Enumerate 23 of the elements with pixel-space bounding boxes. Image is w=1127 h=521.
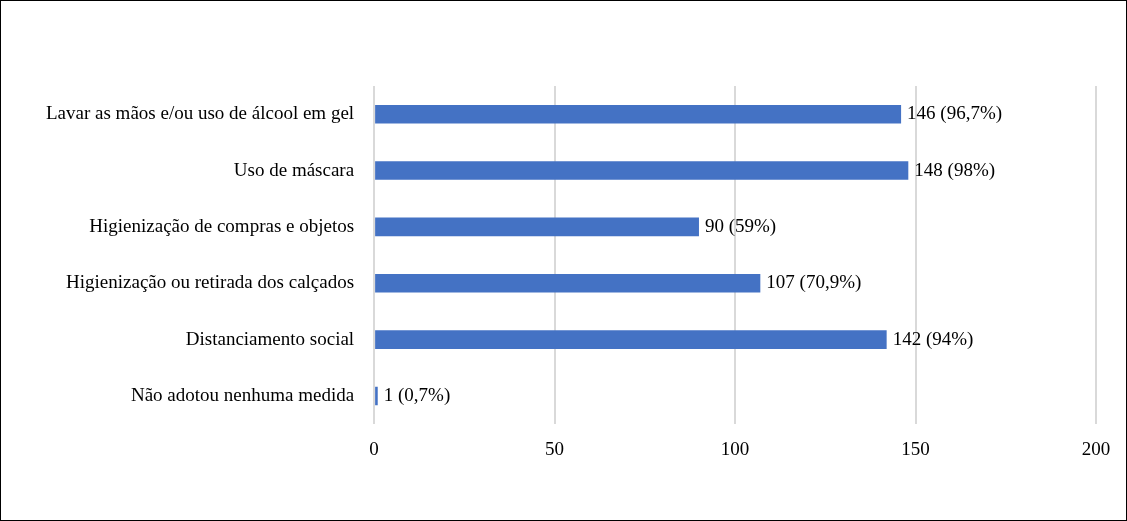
bar	[375, 104, 902, 124]
x-tick-label: 0	[369, 437, 379, 459]
data-label: 90 (59%)	[704, 214, 777, 237]
bar	[375, 161, 909, 180]
data-label: 142 (94%)	[892, 327, 974, 350]
bar	[375, 217, 699, 237]
x-tick-label: 100	[720, 437, 750, 459]
y-tick-label: Higienização de compras e objetos	[89, 214, 355, 236]
data-label: 107 (70,9%)	[766, 271, 862, 294]
x-tick-label: 150	[901, 437, 930, 459]
data-label: 148 (98%)	[914, 158, 996, 181]
bar	[375, 330, 887, 349]
y-tick-label: Distanciamento social	[185, 327, 355, 349]
data-label: 1 (0,7%)	[383, 384, 451, 406]
y-tick-label: Não adotou nenhuma medida	[130, 384, 355, 405]
data-label: 146 (96,7%)	[907, 102, 1003, 125]
y-tick-label: Uso de máscara	[233, 158, 355, 180]
y-tick-label: Lavar as mãos e/ou uso de álcool em gel	[45, 102, 355, 124]
bar	[375, 273, 761, 293]
x-tick-label: 200	[1081, 437, 1111, 459]
y-tick-label: Higienização ou retirada dos calçados	[66, 271, 355, 293]
x-tick-label: 50	[545, 437, 565, 459]
bar	[375, 386, 378, 406]
